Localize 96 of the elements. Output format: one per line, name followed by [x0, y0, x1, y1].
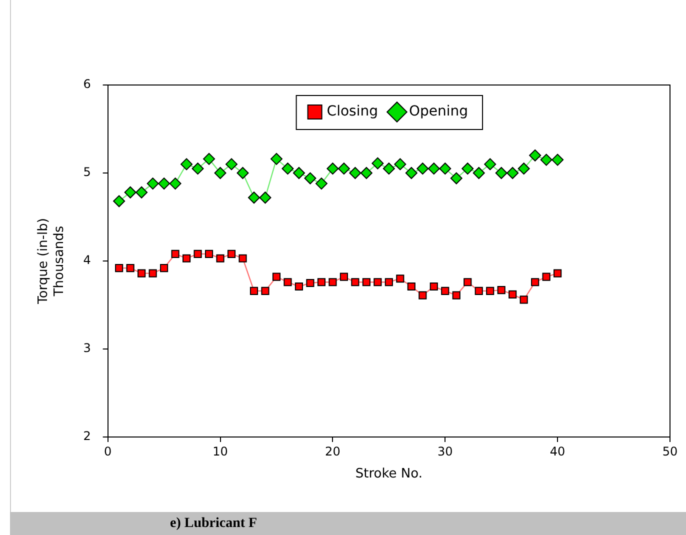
point — [439, 162, 452, 175]
point — [464, 278, 472, 286]
point — [472, 167, 485, 179]
point — [351, 278, 360, 286]
legend-label: Opening — [408, 104, 468, 120]
point — [148, 269, 157, 278]
point — [160, 264, 168, 272]
point — [407, 282, 416, 291]
point — [261, 286, 270, 295]
point — [552, 154, 564, 166]
point — [250, 286, 258, 295]
y-tick-label: 5 — [83, 165, 91, 180]
point — [382, 162, 395, 175]
point — [194, 250, 202, 258]
point — [506, 167, 519, 179]
point — [441, 286, 450, 295]
legend-label: Closing — [326, 104, 378, 120]
point — [169, 178, 182, 190]
x-axis-title: Stroke No. — [355, 466, 422, 482]
point — [384, 278, 393, 286]
point — [158, 178, 170, 190]
point — [204, 250, 214, 258]
point — [520, 296, 528, 304]
point — [171, 250, 180, 258]
point — [340, 272, 348, 281]
point — [272, 272, 281, 281]
y-tick-label: 3 — [83, 341, 91, 356]
x-tick-label: 30 — [437, 444, 453, 458]
point — [396, 274, 404, 283]
point — [203, 152, 216, 165]
y-tick-label: 4 — [83, 253, 91, 268]
point — [462, 162, 474, 175]
point — [192, 162, 204, 175]
point — [362, 278, 370, 286]
point — [236, 167, 249, 179]
point — [542, 272, 550, 281]
point — [349, 167, 362, 179]
point — [484, 158, 496, 170]
point — [304, 172, 316, 184]
point — [372, 157, 384, 170]
point — [113, 195, 126, 208]
y-axis-title: Torque (in-lb) Thousands — [36, 218, 67, 305]
point — [227, 250, 236, 258]
point — [360, 167, 372, 179]
point — [317, 278, 326, 286]
y-tick-label: 6 — [83, 77, 91, 92]
x-tick-label: 20 — [325, 444, 340, 458]
point — [124, 186, 136, 198]
point — [452, 291, 460, 300]
point — [315, 178, 328, 190]
point — [508, 290, 517, 298]
x-tick-label: 40 — [550, 444, 566, 458]
text: e) Lubricant F — [170, 516, 258, 531]
point — [282, 162, 294, 175]
point — [495, 167, 508, 179]
point — [284, 278, 292, 286]
point — [531, 278, 540, 286]
point — [136, 186, 148, 198]
point — [486, 286, 494, 295]
x-tick-label: 50 — [662, 444, 678, 458]
x-tick-label: 10 — [212, 444, 228, 458]
point — [306, 278, 314, 288]
point — [226, 158, 238, 170]
point — [418, 291, 427, 300]
point — [214, 167, 226, 179]
point — [405, 167, 418, 179]
point — [554, 269, 562, 278]
point — [216, 254, 224, 262]
point — [146, 178, 159, 190]
point — [328, 278, 337, 286]
point — [428, 162, 440, 175]
point — [182, 254, 191, 262]
point — [540, 154, 552, 166]
point — [518, 162, 530, 175]
point — [529, 149, 542, 162]
point — [115, 264, 124, 272]
point — [270, 152, 282, 165]
point — [497, 286, 506, 294]
point — [430, 282, 438, 291]
point — [138, 269, 146, 278]
point — [180, 158, 193, 170]
point — [474, 286, 483, 295]
point — [374, 278, 382, 286]
point — [292, 167, 305, 179]
y-tick-label: 2 — [83, 429, 91, 444]
point — [294, 282, 304, 291]
point — [326, 162, 339, 175]
point — [394, 158, 406, 170]
point — [248, 192, 260, 204]
point — [259, 192, 272, 204]
point — [416, 162, 429, 175]
point — [450, 172, 462, 184]
x-tick-label: 0 — [104, 444, 112, 458]
point — [338, 162, 350, 175]
point — [238, 254, 247, 262]
point — [126, 264, 134, 272]
